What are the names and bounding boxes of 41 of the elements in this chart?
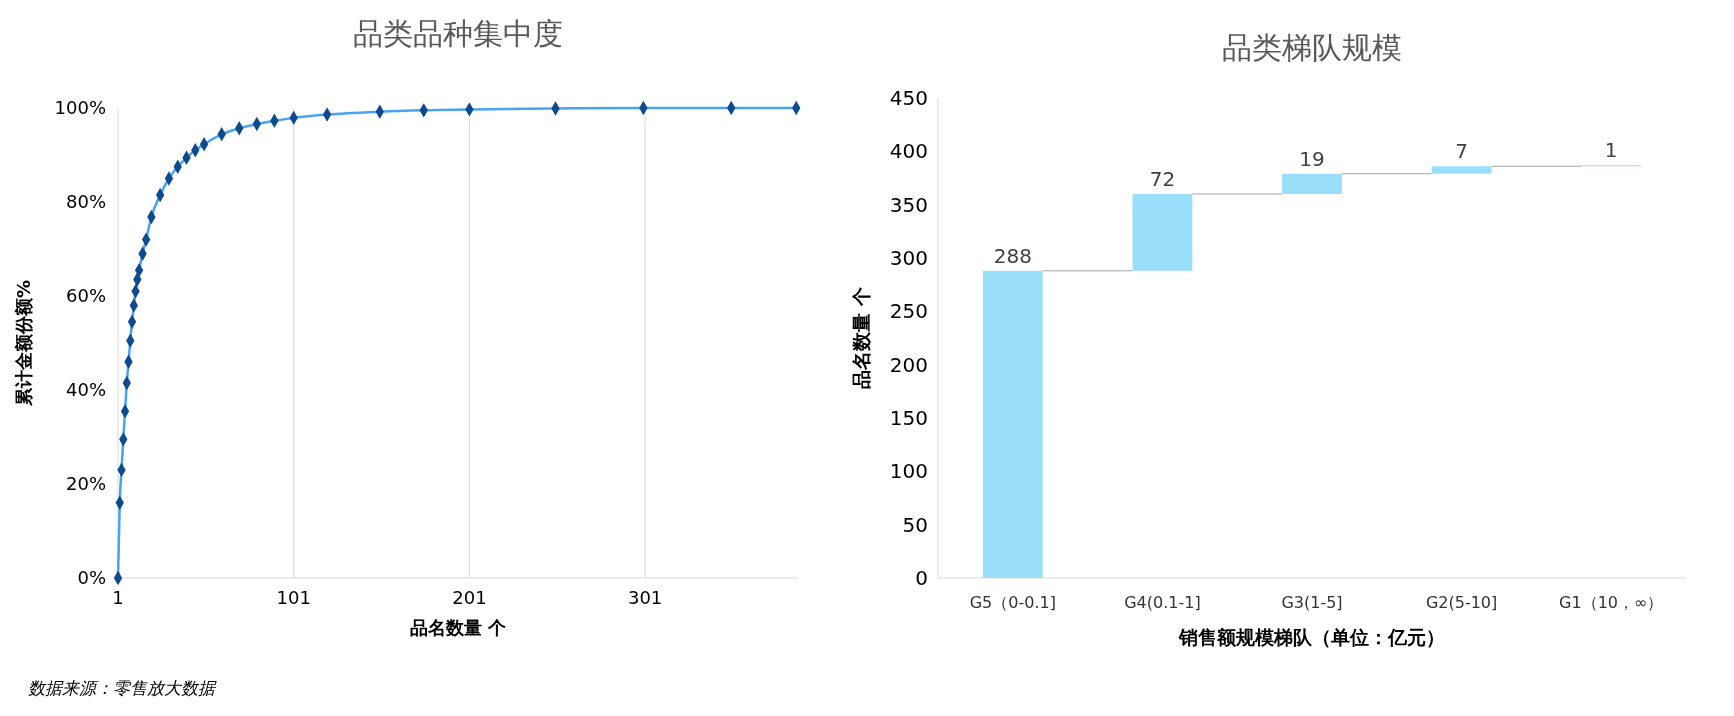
y-tick-label: 80%	[65, 191, 106, 212]
y-axis-title: 品名数量 个	[850, 286, 872, 389]
y-tick-label: 100%	[54, 97, 106, 118]
x-tick-label: G1（10，∞）	[1559, 593, 1664, 612]
y-tick-label: 250	[889, 299, 928, 324]
data-label: 7	[1455, 139, 1468, 164]
y-tick-label: 20%	[65, 473, 106, 494]
y-tick-label: 200	[889, 352, 928, 377]
bar	[1132, 194, 1193, 271]
data-label: 19	[1299, 146, 1325, 171]
y-tick-label: 350	[889, 192, 928, 217]
y-tick-label: 0	[915, 566, 928, 590]
chart-title: 品类品种集中度	[353, 16, 563, 51]
y-tick-label: 50	[902, 512, 928, 537]
data-label: 72	[1149, 167, 1176, 191]
y-tick-label: 150	[889, 406, 928, 430]
x-tick-label: 201	[452, 587, 487, 608]
bar	[982, 270, 1043, 578]
bar	[1431, 166, 1492, 174]
y-tick-label: 0%	[77, 567, 106, 588]
x-axis-title: 品名数量 个	[409, 617, 508, 638]
x-tick-label: 101	[276, 587, 311, 608]
source-note: 数据来源：零售放大数据	[28, 678, 217, 698]
x-tick-label: 301	[627, 587, 663, 608]
y-axis-title: 累计金额份额%	[13, 279, 34, 408]
chart-title: 品类梯队规模	[1222, 30, 1402, 65]
x-tick-label: G3(1-5]	[1281, 593, 1343, 612]
y-tick-label: 60%	[65, 285, 106, 306]
x-tick-label: 1	[112, 587, 124, 608]
x-tick-label: G5（0-0.1]	[969, 593, 1056, 612]
y-tick-label: 300	[889, 246, 928, 270]
y-tick-label: 450	[889, 86, 928, 110]
bar	[1282, 173, 1342, 194]
x-axis-title: 销售额规模梯队（单位：亿元）	[1178, 626, 1445, 648]
y-tick-label: 40%	[65, 379, 106, 400]
data-label: 1	[1604, 138, 1618, 163]
y-tick-label: 400	[889, 139, 928, 164]
x-tick-label: G4(0.1-1]	[1124, 593, 1201, 612]
data-label: 288	[993, 243, 1032, 268]
x-tick-label: G2(5-10]	[1425, 593, 1498, 612]
y-tick-label: 100	[889, 459, 928, 484]
